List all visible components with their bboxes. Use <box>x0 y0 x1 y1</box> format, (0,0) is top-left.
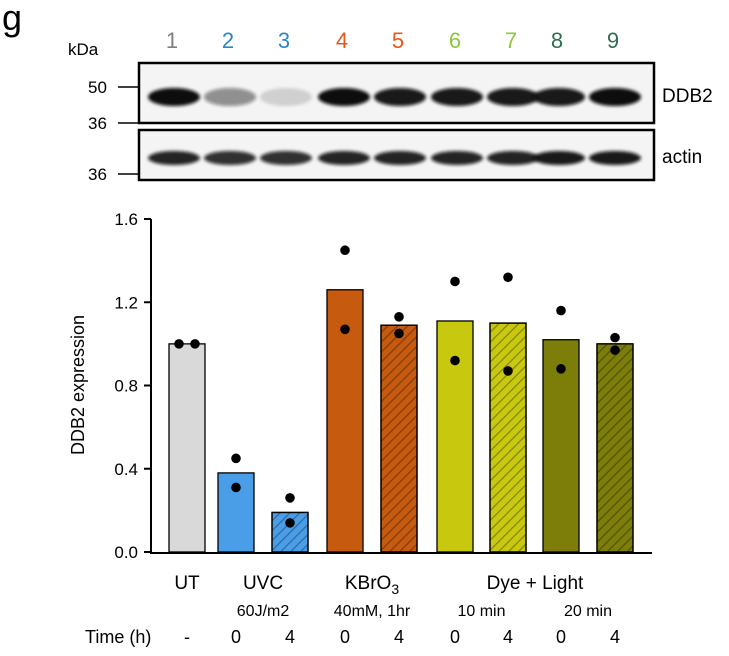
data-point-1-2 <box>190 339 200 349</box>
data-point-5-1 <box>394 312 404 322</box>
bars <box>168 289 634 553</box>
y-tick-label-4: 1.6 <box>114 210 138 229</box>
group-label-2: KBrO3 <box>345 573 399 597</box>
lane-number-7: 7 <box>505 28 517 53</box>
data-point-2-2 <box>231 482 241 493</box>
ddb2-band-lane-9 <box>589 88 641 106</box>
time-value-3: 0 <box>340 627 350 647</box>
ddb2-band-lane-3 <box>260 88 312 106</box>
data-point-3-2 <box>285 518 295 528</box>
time-value-5: 0 <box>450 627 460 647</box>
data-point-2-1 <box>231 453 241 464</box>
ddb2-band-lane-4 <box>318 88 370 106</box>
data-points <box>174 245 620 528</box>
ddb2-band-lane-2 <box>204 88 256 106</box>
ddb2-blot: 50 36 DDB2 <box>88 61 713 133</box>
ddb2-band-lane-7 <box>487 88 539 106</box>
bar-6 <box>436 320 474 553</box>
y-axis-label: DDB2 expression <box>68 315 88 455</box>
data-point-3-1 <box>285 493 295 503</box>
actin-band-lane-4 <box>318 151 370 165</box>
data-point-7-1 <box>503 272 513 283</box>
lane-number-1: 1 <box>166 28 178 53</box>
kda-label: kDa <box>68 40 99 59</box>
data-point-1-1 <box>174 339 184 349</box>
actin-band-lane-2 <box>204 151 256 165</box>
data-point-9-2 <box>610 345 620 355</box>
y-tick-label-0: 0.0 <box>114 543 138 562</box>
ddb2-band-lane-1 <box>148 88 200 106</box>
time-label: Time (h) <box>85 627 151 647</box>
data-point-4-1 <box>340 245 350 256</box>
y-axis-ticks: 0.0 0.4 0.8 1.2 1.6 <box>114 210 151 562</box>
lane-number-4: 4 <box>336 28 348 53</box>
lane-number-8: 8 <box>551 28 563 53</box>
y-tick-label-1: 0.4 <box>114 460 138 479</box>
time-value-0: - <box>184 627 190 647</box>
condition-label-2: 10 min <box>457 603 505 620</box>
actin-label: actin <box>662 147 702 168</box>
group-label-1: UVC <box>243 573 283 594</box>
condition-label-1: 40mM, 1hr <box>334 603 411 620</box>
actin-band-lane-9 <box>589 151 641 165</box>
time-value-6: 4 <box>503 627 513 647</box>
bar-9-hatch <box>596 343 634 553</box>
actin-blot: 36 actin <box>88 128 702 184</box>
group-label-3: Dye + Light <box>487 573 584 594</box>
group-label-2-subscript: 3 <box>391 581 399 597</box>
lane-number-2: 2 <box>222 28 234 53</box>
condition-labels: 60J/m2 40mM, 1hr 10 min 20 min <box>237 603 612 620</box>
actin-band-lane-1 <box>148 151 200 165</box>
data-point-6-1 <box>450 276 460 287</box>
y-tick-label-3: 1.2 <box>114 293 138 312</box>
data-point-7-2 <box>503 366 513 376</box>
actin-bands <box>148 151 641 165</box>
lane-number-3: 3 <box>278 28 290 53</box>
lane-number-9: 9 <box>607 28 619 53</box>
data-point-8-1 <box>556 305 566 316</box>
actin-band-lane-5 <box>374 151 426 165</box>
bar-1 <box>168 343 206 553</box>
time-value-4: 4 <box>394 627 404 647</box>
data-point-9-1 <box>610 332 620 343</box>
actin-band-lane-7 <box>487 151 539 165</box>
group-label-0: UT <box>174 573 200 594</box>
condition-label-3: 20 min <box>564 603 612 620</box>
lane-numbers: 1 2 3 4 5 6 7 8 9 <box>166 28 619 53</box>
ddb2-band-lane-5 <box>374 88 426 106</box>
bar-chart: DDB2 expression 0.0 0.4 0.8 1.2 1.6 UT UVC KBr… <box>68 210 652 647</box>
y-tick-label-2: 0.8 <box>114 377 138 396</box>
bar-7-hatch <box>489 322 527 553</box>
ddb2-band-lane-6 <box>431 88 483 106</box>
time-value-7: 0 <box>556 627 566 647</box>
data-point-8-2 <box>556 364 566 374</box>
ddb2-label: DDB2 <box>662 86 713 107</box>
bar-5-hatch <box>380 324 418 553</box>
panel-letter: g <box>2 0 22 38</box>
actin-marker-36: 36 <box>88 165 107 184</box>
ddb2-band-lane-8 <box>533 88 585 106</box>
condition-label-0: 60J/m2 <box>237 603 290 620</box>
time-value-8: 4 <box>610 627 620 647</box>
ddb2-marker-36: 36 <box>88 114 107 133</box>
time-value-1: 0 <box>231 627 241 647</box>
ddb2-marker-50: 50 <box>88 78 107 97</box>
data-point-4-2 <box>340 324 350 335</box>
time-values: - 0 4 0 4 0 4 0 4 <box>184 627 620 647</box>
data-point-6-2 <box>450 355 460 366</box>
actin-band-lane-8 <box>533 151 585 165</box>
time-value-2: 4 <box>285 627 295 647</box>
group-labels: UT UVC KBrO3 Dye + Light <box>174 573 584 597</box>
data-point-5-2 <box>394 328 404 339</box>
ddb2-bands <box>148 88 641 106</box>
lane-number-5: 5 <box>392 28 404 53</box>
actin-band-lane-3 <box>260 151 312 165</box>
actin-band-lane-6 <box>431 151 483 165</box>
lane-number-6: 6 <box>449 28 461 53</box>
